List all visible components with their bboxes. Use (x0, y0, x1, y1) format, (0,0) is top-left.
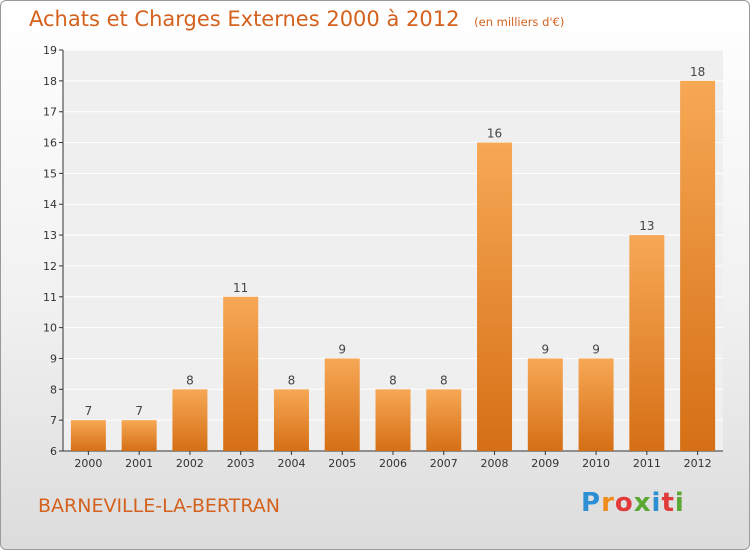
y-tick-label: 8 (50, 383, 57, 396)
x-tick-label: 2011 (633, 457, 661, 470)
bar (426, 389, 462, 451)
brand-letter: i (674, 488, 685, 518)
bar (375, 389, 411, 451)
x-tick-label: 2005 (328, 457, 356, 470)
y-tick-label: 16 (43, 137, 57, 150)
data-label: 9 (338, 342, 346, 356)
y-tick-label: 14 (43, 198, 57, 211)
data-label: 9 (592, 342, 600, 356)
brand-letter: i (651, 488, 662, 518)
x-tick-label: 2001 (125, 457, 153, 470)
x-tick-label: 2000 (74, 457, 102, 470)
data-label: 8 (186, 373, 194, 387)
bar (121, 420, 157, 451)
y-tick-label: 12 (43, 260, 57, 273)
bar (324, 358, 360, 451)
chart-title: Achats et Charges Externes 2000 à 2012 (… (29, 7, 564, 31)
data-label: 7 (85, 404, 93, 418)
data-label: 11 (233, 281, 248, 295)
bar (680, 80, 716, 451)
y-tick-label: 18 (43, 75, 57, 88)
y-tick-label: 7 (50, 414, 57, 427)
bar (578, 358, 614, 451)
x-tick-label: 2012 (684, 457, 712, 470)
chart-title-text: Achats et Charges Externes 2000 à 2012 (29, 7, 460, 31)
bar (273, 389, 309, 451)
bar (527, 358, 563, 451)
brand-letter: r (601, 488, 615, 518)
x-tick-label: 2006 (379, 457, 407, 470)
data-label: 8 (288, 373, 296, 387)
x-tick-label: 2003 (227, 457, 255, 470)
data-label: 8 (440, 373, 448, 387)
y-tick-label: 15 (43, 167, 57, 180)
chart-subtitle: (en milliers d'€) (474, 15, 565, 29)
data-label: 8 (389, 373, 397, 387)
brand-letter: x (633, 488, 652, 518)
location-name: BARNEVILLE-LA-BERTRAN (38, 495, 280, 517)
bar (629, 235, 665, 451)
y-tick-label: 13 (43, 229, 57, 242)
x-tick-label: 2010 (582, 457, 610, 470)
data-label: 16 (487, 127, 502, 141)
bar (477, 142, 513, 452)
brand-letter: P (581, 488, 602, 518)
y-tick-label: 17 (43, 106, 57, 119)
brand-letter: o (614, 488, 634, 518)
x-tick-label: 2008 (481, 457, 509, 470)
bar (223, 296, 259, 451)
data-label: 13 (639, 219, 654, 233)
x-tick-label: 2009 (531, 457, 559, 470)
y-tick-label: 10 (43, 322, 57, 335)
bar (172, 389, 208, 451)
x-tick-label: 2002 (176, 457, 204, 470)
brand-logo: Proxiti (581, 488, 685, 518)
y-tick-label: 11 (43, 291, 57, 304)
y-tick-label: 6 (50, 445, 57, 458)
data-label: 18 (690, 65, 705, 79)
brand-letter: t (661, 488, 675, 518)
bar (70, 420, 106, 451)
x-tick-label: 2007 (430, 457, 458, 470)
y-tick-label: 19 (43, 44, 57, 57)
y-tick-label: 9 (50, 352, 57, 365)
data-label: 7 (135, 404, 143, 418)
x-tick-label: 2004 (277, 457, 305, 470)
data-label: 9 (541, 342, 549, 356)
